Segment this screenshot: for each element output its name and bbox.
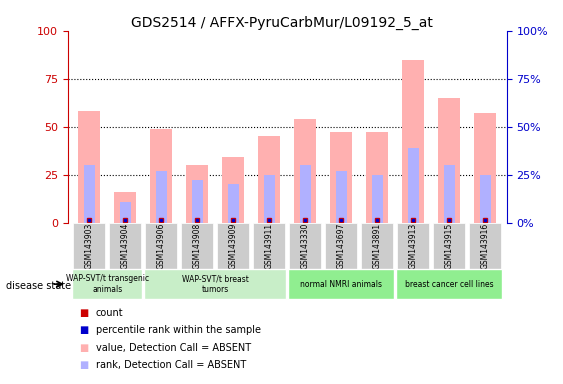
FancyBboxPatch shape <box>289 223 321 269</box>
FancyBboxPatch shape <box>397 223 430 269</box>
FancyBboxPatch shape <box>325 223 358 269</box>
FancyBboxPatch shape <box>145 223 177 269</box>
FancyBboxPatch shape <box>72 270 142 299</box>
Text: WAP-SVT/t transgenic
animals: WAP-SVT/t transgenic animals <box>66 275 149 294</box>
FancyBboxPatch shape <box>433 223 465 269</box>
Text: GSM143697: GSM143697 <box>337 223 346 269</box>
Bar <box>192 180 203 223</box>
Bar <box>114 192 136 223</box>
Bar <box>258 136 280 223</box>
Text: ■: ■ <box>79 360 88 370</box>
Text: ■: ■ <box>79 308 88 318</box>
Bar <box>300 165 311 223</box>
FancyBboxPatch shape <box>181 223 213 269</box>
FancyBboxPatch shape <box>109 223 141 269</box>
Bar <box>439 98 460 223</box>
Bar <box>78 111 100 223</box>
FancyBboxPatch shape <box>288 270 395 299</box>
FancyBboxPatch shape <box>361 223 394 269</box>
Text: GSM143915: GSM143915 <box>445 223 454 269</box>
Bar <box>150 129 172 223</box>
Bar <box>403 60 424 223</box>
Bar <box>408 148 418 223</box>
Text: count: count <box>96 308 123 318</box>
Bar <box>330 132 352 223</box>
Text: GSM143903: GSM143903 <box>84 223 93 269</box>
Text: GSM143904: GSM143904 <box>120 223 129 269</box>
Bar <box>222 157 244 223</box>
Text: GSM143911: GSM143911 <box>265 223 274 269</box>
Text: value, Detection Call = ABSENT: value, Detection Call = ABSENT <box>96 343 251 353</box>
Text: disease state: disease state <box>6 281 71 291</box>
Bar <box>84 165 95 223</box>
Text: GSM143330: GSM143330 <box>301 223 310 269</box>
Bar <box>474 113 496 223</box>
Bar <box>263 175 275 223</box>
Bar <box>120 202 131 223</box>
Bar <box>186 165 208 223</box>
Text: GSM143906: GSM143906 <box>157 223 166 269</box>
Text: GSM143913: GSM143913 <box>409 223 418 269</box>
Text: GSM143891: GSM143891 <box>373 223 382 269</box>
Text: percentile rank within the sample: percentile rank within the sample <box>96 325 261 335</box>
FancyBboxPatch shape <box>217 223 249 269</box>
Bar <box>294 119 316 223</box>
FancyBboxPatch shape <box>396 270 502 299</box>
Text: breast cancer cell lines: breast cancer cell lines <box>405 280 493 289</box>
FancyBboxPatch shape <box>73 223 105 269</box>
FancyBboxPatch shape <box>144 270 287 299</box>
Bar <box>228 184 239 223</box>
Text: GSM143908: GSM143908 <box>193 223 202 269</box>
Bar <box>444 165 454 223</box>
Text: GSM143909: GSM143909 <box>229 223 238 269</box>
FancyBboxPatch shape <box>253 223 285 269</box>
FancyBboxPatch shape <box>469 223 501 269</box>
Text: ■: ■ <box>79 343 88 353</box>
Bar <box>156 171 167 223</box>
Text: GSM143916: GSM143916 <box>481 223 490 269</box>
Text: rank, Detection Call = ABSENT: rank, Detection Call = ABSENT <box>96 360 246 370</box>
Bar <box>336 171 346 223</box>
Bar <box>367 132 388 223</box>
Bar <box>480 175 490 223</box>
Text: WAP-SVT/t breast
tumors: WAP-SVT/t breast tumors <box>182 275 249 294</box>
Text: GDS2514 / AFFX-PyruCarbMur/L09192_5_at: GDS2514 / AFFX-PyruCarbMur/L09192_5_at <box>131 15 432 30</box>
Bar <box>372 175 382 223</box>
Text: normal NMRI animals: normal NMRI animals <box>300 280 382 289</box>
Text: ■: ■ <box>79 325 88 335</box>
